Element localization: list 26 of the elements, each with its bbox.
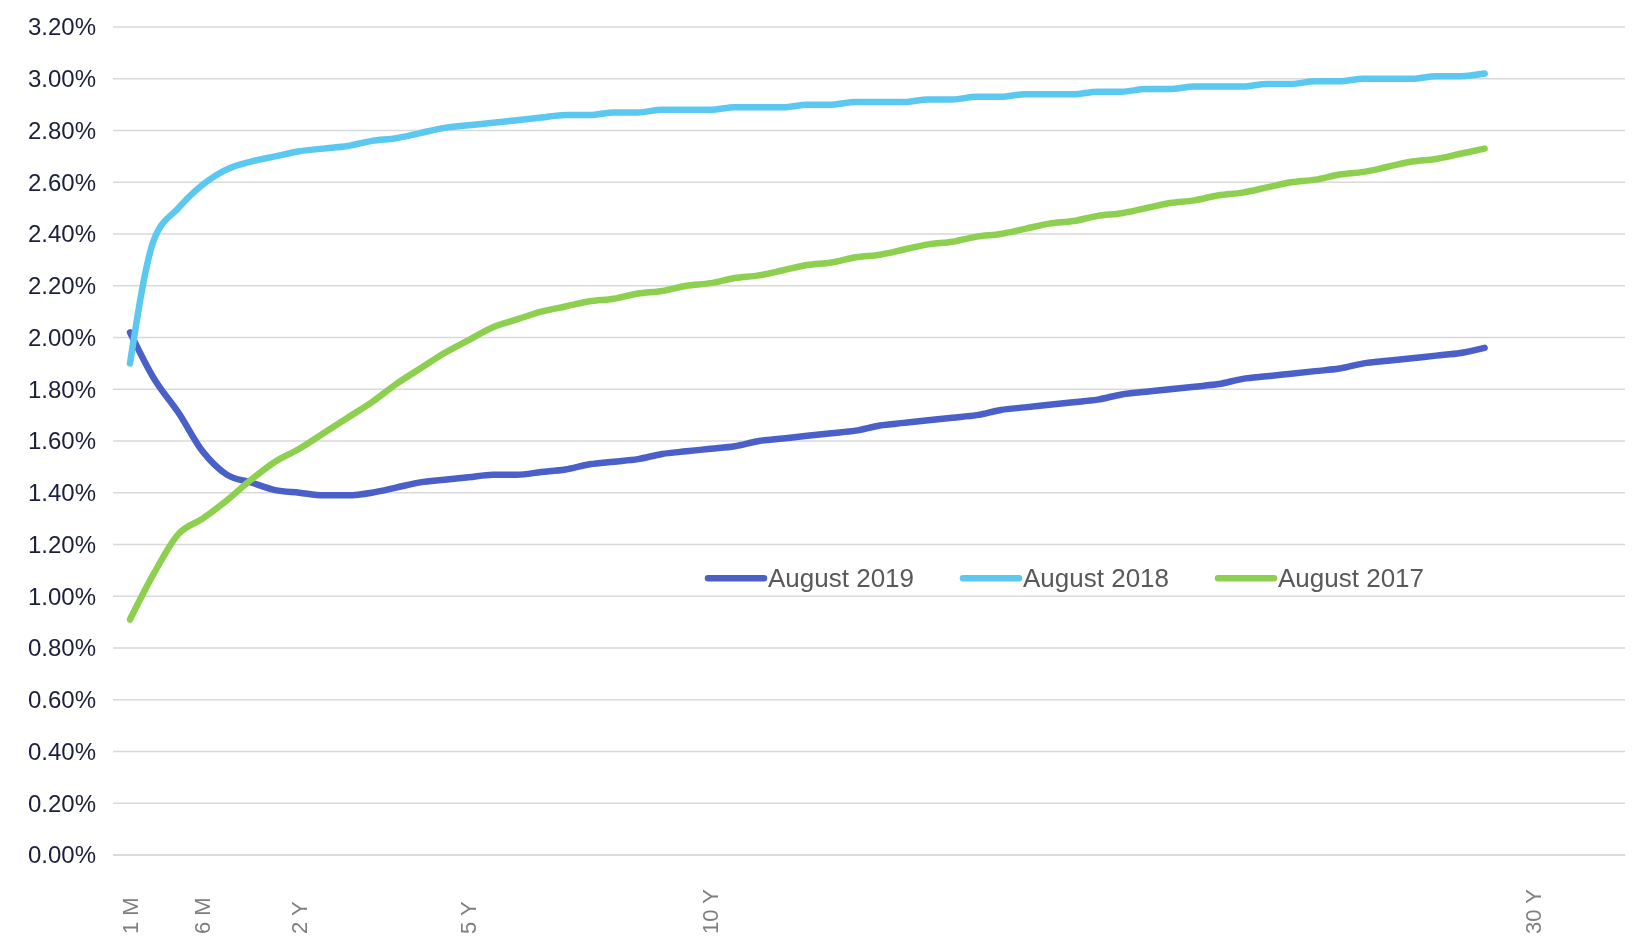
- y-tick-label: 2.00%: [27, 323, 96, 351]
- y-tick-label: 0.40%: [27, 737, 96, 765]
- y-tick-label: 2.60%: [27, 168, 96, 196]
- y-tick-label: 0.00%: [27, 841, 96, 869]
- y-tick-label: 1.00%: [27, 582, 96, 610]
- x-tick-label: 10 Y: [698, 888, 724, 934]
- x-tick-label: 5 Y: [456, 901, 482, 934]
- x-tick-label: 1 M: [117, 897, 143, 934]
- y-tick-label: 1.80%: [27, 375, 96, 403]
- y-tick-label: 2.40%: [27, 220, 96, 248]
- y-tick-label: 0.60%: [27, 686, 96, 714]
- y-tick-label: 2.80%: [27, 116, 96, 144]
- x-tick-label: 30 Y: [1520, 888, 1546, 934]
- legend-label: August 2017: [1278, 563, 1425, 594]
- y-tick-label: 3.20%: [27, 13, 96, 41]
- y-tick-label: 0.20%: [27, 789, 96, 817]
- x-tick-label: 6 M: [190, 897, 216, 934]
- x-tick-label: 2 Y: [287, 901, 313, 934]
- legend-label: August 2018: [1023, 563, 1170, 594]
- legend-label: August 2019: [768, 563, 915, 594]
- y-tick-label: 1.20%: [27, 530, 96, 558]
- y-tick-label: 0.80%: [27, 634, 96, 662]
- y-tick-label: 1.40%: [27, 479, 96, 507]
- y-tick-label: 2.20%: [27, 272, 96, 300]
- y-tick-label: 3.00%: [27, 65, 96, 93]
- y-tick-label: 1.60%: [27, 427, 96, 455]
